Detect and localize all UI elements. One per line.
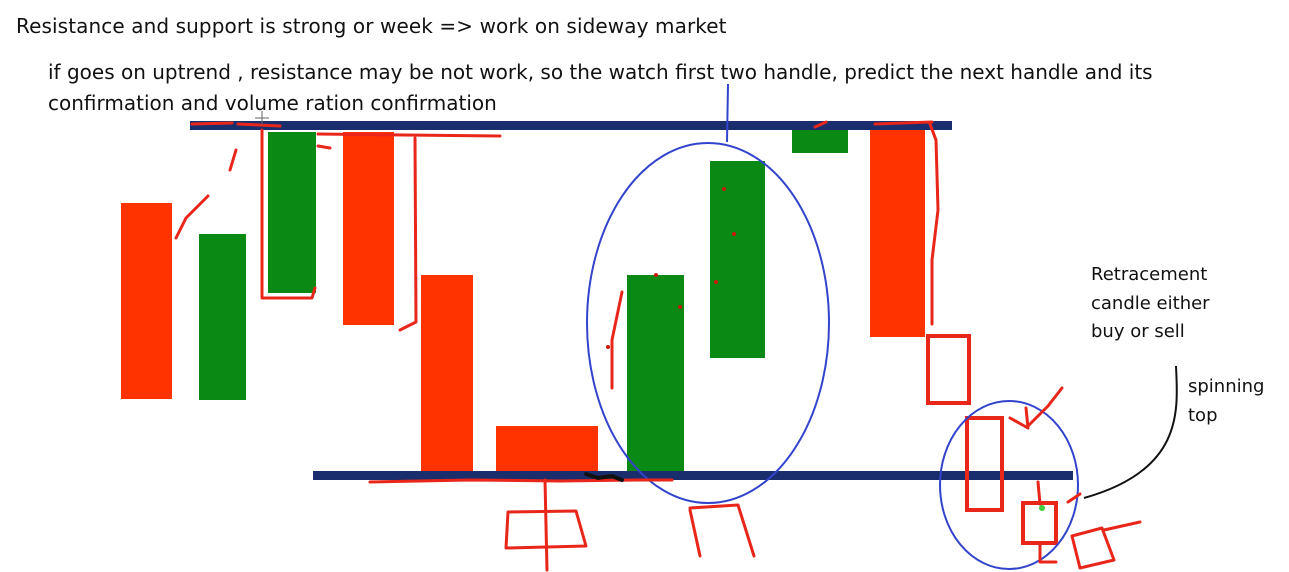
pointer-line-black [1083,365,1178,499]
cursor-crosshair-icon [255,111,269,125]
candle-bullish-5 [792,130,848,153]
spinning-top-label-line-2: top [1188,405,1218,426]
retracement-label-line-2: candle either [1091,293,1210,314]
support-touch-mark [584,472,624,482]
candle-bearish-4 [496,426,598,471]
candle-bullish-1 [199,234,246,400]
spinning-top-label-line-1: spinning [1188,376,1265,397]
candle-bearish-5 [870,130,925,337]
annotation-dots [606,187,736,349]
note-uptrend-line-1: if goes on uptrend , resistance may be n… [48,60,1153,84]
highlight-circle-retracement [939,400,1079,570]
support-line [313,471,1073,480]
outline-candle-1 [926,334,971,405]
spinning-top-mark [1039,505,1045,511]
pointer-line-blue [726,83,729,143]
retracement-label-line-3: buy or sell [1091,321,1185,342]
candle-bullish-2 [268,132,316,293]
candle-bearish-3 [421,275,473,471]
resistance-line [190,121,952,130]
hand-drawn-annotations [174,120,1142,572]
candle-bullish-4 [710,161,765,358]
retracement-label-line-1: Retracement [1091,264,1208,285]
candle-bearish-1 [121,203,172,399]
candle-bullish-3 [627,275,684,471]
title-text: Resistance and support is strong or week… [16,14,727,38]
outline-candle-2 [965,416,1004,512]
highlight-circle-two-bullish [586,142,830,504]
candle-bearish-2 [343,132,394,325]
note-uptrend-line-2: confirmation and volume ration confirmat… [48,91,497,115]
